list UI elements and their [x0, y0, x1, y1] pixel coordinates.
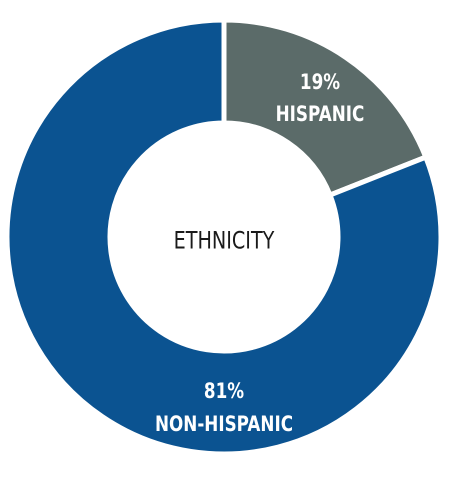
- chart-title: ETHNICITY: [174, 228, 275, 256]
- donut-slice: [4, 17, 444, 457]
- value-label: 81%: [204, 379, 244, 403]
- category-label: HISPANIC: [276, 102, 365, 126]
- value-label: 19%: [300, 70, 340, 94]
- category-label: NON-HISPANIC: [155, 412, 293, 436]
- donut-slice: [221, 17, 430, 199]
